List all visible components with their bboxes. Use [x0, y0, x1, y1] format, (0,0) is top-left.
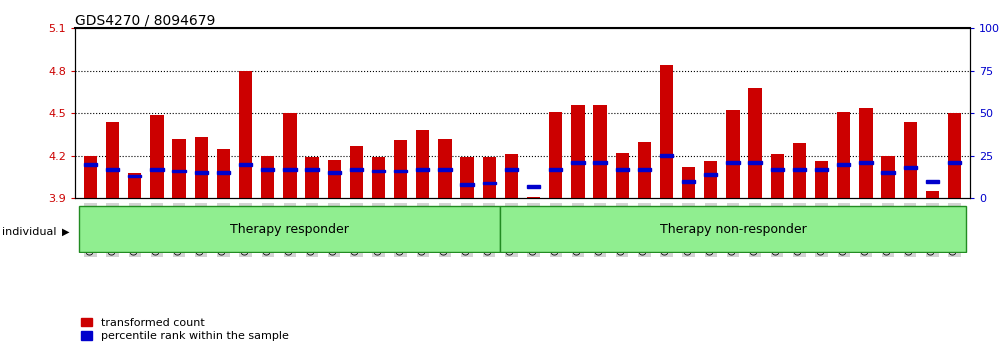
- Bar: [660, 154, 673, 157]
- Bar: [793, 168, 806, 171]
- Bar: [416, 130, 429, 198]
- Bar: [726, 161, 740, 164]
- Bar: [261, 168, 274, 171]
- Bar: [106, 122, 119, 198]
- Bar: [239, 71, 252, 198]
- FancyBboxPatch shape: [79, 206, 500, 252]
- Bar: [593, 105, 607, 198]
- Text: individual: individual: [2, 227, 56, 237]
- Bar: [926, 191, 939, 198]
- Bar: [682, 180, 695, 183]
- Bar: [527, 185, 540, 188]
- Bar: [394, 140, 407, 198]
- Bar: [416, 168, 429, 171]
- Bar: [726, 110, 740, 198]
- Bar: [372, 157, 385, 198]
- Legend: transformed count, percentile rank within the sample: transformed count, percentile rank withi…: [81, 318, 288, 341]
- Bar: [859, 108, 873, 198]
- Bar: [283, 113, 297, 198]
- Text: GDS4270 / 8094679: GDS4270 / 8094679: [75, 13, 215, 27]
- Bar: [305, 168, 319, 171]
- Bar: [948, 161, 961, 164]
- Bar: [483, 157, 496, 198]
- Bar: [682, 167, 695, 198]
- Bar: [128, 175, 141, 177]
- Bar: [638, 142, 651, 198]
- Bar: [172, 170, 186, 172]
- Bar: [660, 65, 673, 198]
- Text: ▶: ▶: [62, 227, 70, 237]
- Bar: [217, 171, 230, 174]
- Bar: [195, 137, 208, 198]
- Bar: [84, 156, 97, 198]
- Bar: [150, 168, 164, 171]
- Bar: [616, 168, 629, 171]
- Bar: [748, 88, 762, 198]
- Text: Therapy non-responder: Therapy non-responder: [660, 223, 806, 236]
- Bar: [904, 166, 917, 169]
- Bar: [527, 197, 540, 198]
- Bar: [305, 157, 319, 198]
- Bar: [571, 105, 585, 198]
- Bar: [438, 139, 452, 198]
- Bar: [593, 161, 607, 164]
- Bar: [394, 170, 407, 172]
- Bar: [460, 157, 474, 198]
- Bar: [837, 112, 850, 198]
- Bar: [283, 168, 297, 171]
- Bar: [128, 173, 141, 198]
- Bar: [616, 153, 629, 198]
- Bar: [704, 173, 717, 176]
- Bar: [549, 168, 562, 171]
- Bar: [549, 112, 562, 198]
- Bar: [505, 154, 518, 198]
- Bar: [217, 149, 230, 198]
- Bar: [84, 163, 97, 166]
- Bar: [195, 171, 208, 174]
- Bar: [460, 183, 474, 186]
- Bar: [837, 163, 850, 166]
- Bar: [438, 168, 452, 171]
- Bar: [172, 139, 186, 198]
- Bar: [328, 171, 341, 174]
- Bar: [904, 122, 917, 198]
- Bar: [948, 113, 961, 198]
- Bar: [881, 156, 895, 198]
- FancyBboxPatch shape: [500, 206, 966, 252]
- Text: Therapy responder: Therapy responder: [230, 223, 349, 236]
- Bar: [350, 146, 363, 198]
- Bar: [239, 163, 252, 166]
- Bar: [771, 168, 784, 171]
- Bar: [881, 171, 895, 174]
- Bar: [704, 161, 717, 198]
- Bar: [748, 161, 762, 164]
- Bar: [328, 160, 341, 198]
- Bar: [638, 168, 651, 171]
- Bar: [926, 180, 939, 183]
- Bar: [150, 115, 164, 198]
- Bar: [859, 161, 873, 164]
- Bar: [505, 168, 518, 171]
- Bar: [106, 168, 119, 171]
- Bar: [793, 143, 806, 198]
- Bar: [815, 161, 828, 198]
- Bar: [771, 154, 784, 198]
- Bar: [350, 168, 363, 171]
- Bar: [261, 156, 274, 198]
- Bar: [483, 182, 496, 184]
- Bar: [815, 168, 828, 171]
- Bar: [571, 161, 585, 164]
- Bar: [372, 170, 385, 172]
